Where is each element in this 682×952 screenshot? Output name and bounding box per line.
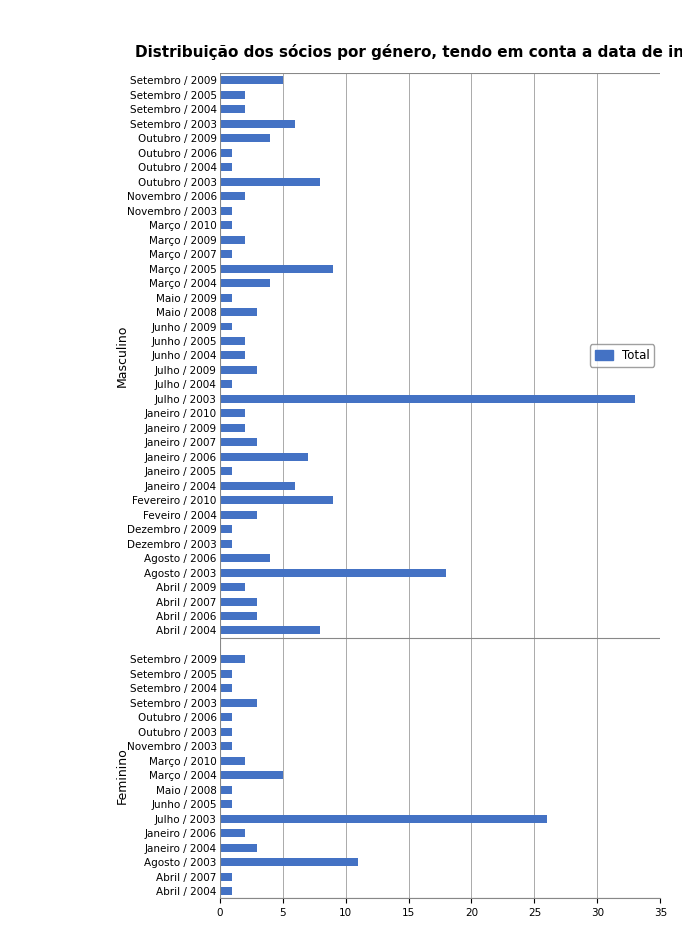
Bar (220, 873, 232, 881)
Bar (220, 265, 333, 272)
Bar (220, 510, 257, 519)
Bar (220, 829, 245, 837)
Bar (220, 120, 295, 128)
Bar (220, 554, 270, 562)
Bar (220, 293, 232, 302)
Bar (220, 308, 257, 316)
Bar (220, 785, 232, 794)
Bar (220, 699, 257, 706)
Bar (220, 482, 295, 489)
Bar (220, 453, 308, 461)
Bar (220, 771, 282, 779)
Bar (220, 424, 245, 432)
Bar (220, 134, 270, 143)
Bar (220, 598, 257, 605)
Bar (220, 279, 270, 288)
Bar (220, 568, 446, 577)
Bar (220, 801, 232, 808)
Bar (220, 612, 257, 620)
Bar (220, 713, 232, 722)
Bar (220, 395, 635, 403)
Bar (220, 858, 358, 866)
Bar (220, 207, 232, 215)
Bar (220, 164, 232, 171)
Bar (220, 843, 257, 851)
Bar (220, 76, 282, 85)
Bar (220, 887, 232, 895)
Bar (220, 583, 245, 591)
Bar (220, 221, 232, 229)
Bar (220, 351, 245, 360)
Bar (220, 728, 232, 736)
Bar (220, 540, 232, 547)
Bar (220, 626, 321, 634)
Bar (220, 192, 245, 200)
Bar (220, 496, 333, 505)
Bar (220, 743, 232, 750)
Text: Feminino: Feminino (116, 746, 129, 803)
Bar (220, 757, 245, 764)
Bar (220, 438, 257, 446)
Bar (220, 91, 245, 99)
Title: Distribuição dos sócios por género, tendo em conta a data de inscrição: Distribuição dos sócios por género, tend… (135, 44, 682, 60)
Bar (220, 178, 321, 186)
Bar (220, 236, 245, 244)
Bar (220, 526, 232, 533)
Bar (220, 467, 232, 475)
Bar (220, 366, 257, 374)
Bar (220, 670, 232, 678)
Bar (220, 337, 245, 345)
Legend: Total: Total (590, 345, 655, 367)
Bar (220, 149, 232, 157)
Bar (220, 409, 245, 417)
Bar (220, 815, 547, 823)
Text: Masculino: Masculino (116, 325, 129, 387)
Bar (220, 655, 245, 664)
Bar (220, 684, 232, 692)
Bar (220, 106, 245, 113)
Bar (220, 250, 232, 258)
Bar (220, 323, 232, 330)
Bar (220, 381, 232, 388)
